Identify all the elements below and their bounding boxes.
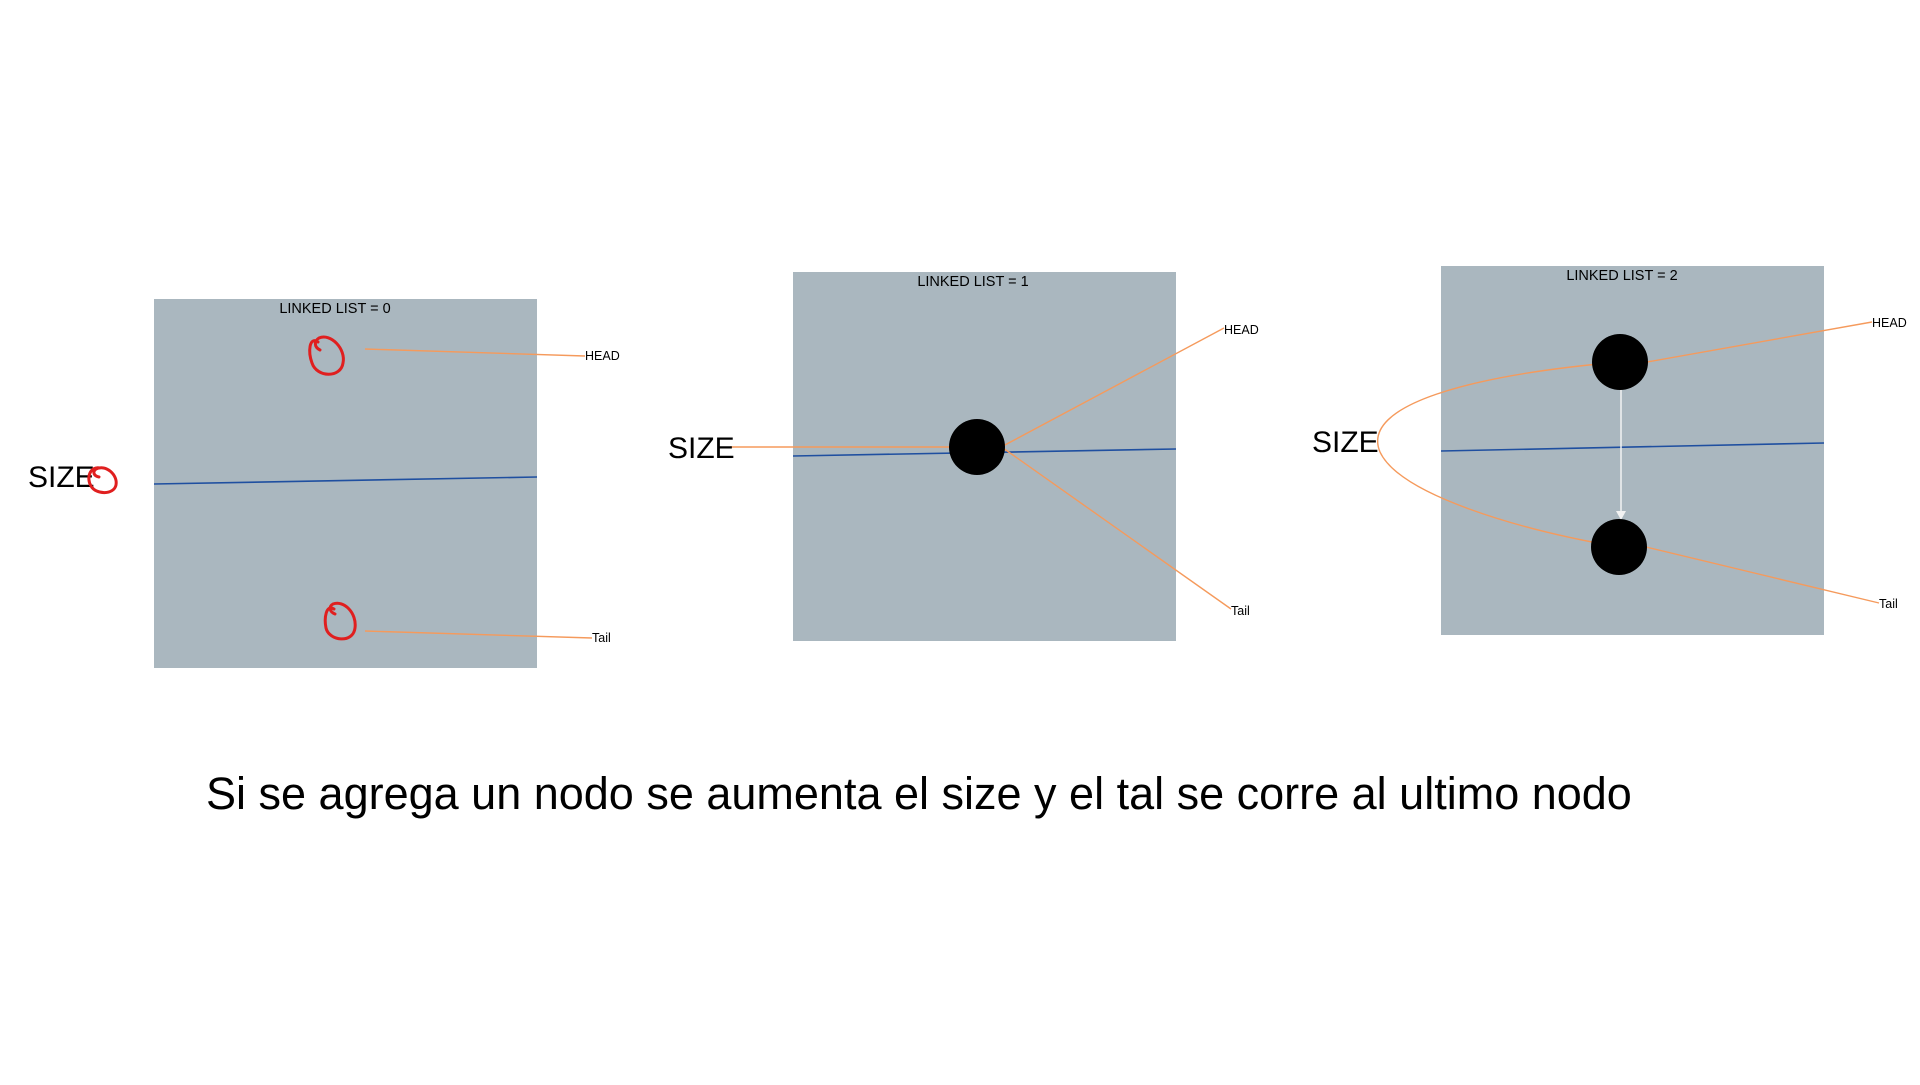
head-label: HEAD (1872, 316, 1907, 330)
node (949, 419, 1005, 475)
tail-label: Tail (592, 631, 611, 645)
size-pointer-curve (1377, 361, 1621, 548)
tail-label: Tail (1879, 597, 1898, 611)
caption-text: Si se agrega un nodo se aumenta el size … (206, 768, 1632, 819)
tail-label: Tail (1231, 604, 1250, 618)
size-label: SIZE (668, 432, 735, 465)
head-label: HEAD (585, 349, 620, 363)
panel-linked-list-0: LINKED LIST = 0 HEAD Tail SIZE (28, 299, 620, 668)
tail-pointer-line (364, 630, 593, 639)
panel-linked-list-1: LINKED LIST = 1 HEAD Tail SIZE (668, 272, 1259, 641)
size-label: SIZE (28, 461, 95, 494)
head-pointer-line (1646, 321, 1873, 363)
panel-title: LINKED LIST = 1 (917, 274, 1028, 290)
node (1591, 519, 1647, 575)
node-link-arrowhead (1616, 511, 1626, 520)
panel-background (1441, 266, 1824, 635)
head-pointer-line (1002, 327, 1225, 447)
head-pointer-line (364, 348, 586, 357)
null-marker-icon (308, 335, 345, 376)
size-label: SIZE (1312, 426, 1379, 459)
head-label: HEAD (1224, 323, 1259, 337)
null-marker-icon (323, 601, 357, 641)
middle-axis-line (153, 476, 538, 485)
panel-linked-list-2: LINKED LIST = 2 HEAD Tail SIZE (1312, 266, 1907, 635)
null-marker-icon (87, 466, 118, 495)
middle-axis-line (1440, 442, 1825, 452)
tail-pointer-line (1002, 447, 1232, 610)
node (1592, 334, 1648, 390)
tail-pointer-line (1645, 546, 1880, 604)
panel-title: LINKED LIST = 0 (279, 301, 390, 317)
panel-title: LINKED LIST = 2 (1566, 268, 1677, 284)
